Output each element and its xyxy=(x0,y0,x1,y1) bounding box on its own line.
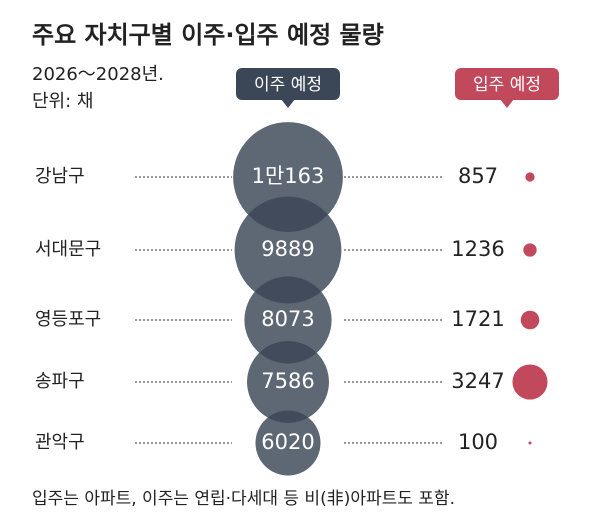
bubble xyxy=(234,196,342,304)
legend-label: 이주 예정 xyxy=(254,75,322,95)
category-label: 관악구 xyxy=(35,432,85,453)
chart-title: 주요 자치구별 이주·입주 예정 물량 xyxy=(32,21,384,49)
category-label: 송파구 xyxy=(35,371,85,392)
subtitle: 2026～2028년. xyxy=(32,64,164,85)
category-label: 강남구 xyxy=(35,166,85,187)
bubble-label: 9889 xyxy=(261,237,314,261)
bubble xyxy=(523,243,537,257)
bubble-label: 1만163 xyxy=(252,164,325,188)
bubble xyxy=(528,441,532,445)
bubble xyxy=(244,276,332,364)
value-label: 1236 xyxy=(451,237,504,261)
subtitle: 단위: 채 xyxy=(32,91,93,112)
bubble-label: 7586 xyxy=(261,369,314,393)
value-label: 1721 xyxy=(451,307,504,331)
legend-pointer xyxy=(281,99,295,108)
bubble-label: 6020 xyxy=(261,430,314,454)
value-label: 100 xyxy=(458,430,498,454)
legend-label: 입주 예정 xyxy=(473,75,541,95)
bubble xyxy=(525,172,535,182)
category-label: 영등포구 xyxy=(35,309,101,330)
legend-pointer xyxy=(500,99,514,108)
note: 입주는 아파트, 이주는 연립·다세대 등 비(非)아파트도 포함. xyxy=(32,489,455,509)
bubble xyxy=(247,341,329,423)
legend-pill xyxy=(455,68,559,100)
bubble-label: 8073 xyxy=(261,307,314,331)
legend-pill xyxy=(236,68,340,100)
bubble xyxy=(520,310,540,330)
bubble xyxy=(255,410,321,476)
category-label: 서대문구 xyxy=(35,239,101,260)
value-label: 3247 xyxy=(451,369,504,393)
value-label: 857 xyxy=(458,164,498,188)
bubble xyxy=(512,364,548,400)
